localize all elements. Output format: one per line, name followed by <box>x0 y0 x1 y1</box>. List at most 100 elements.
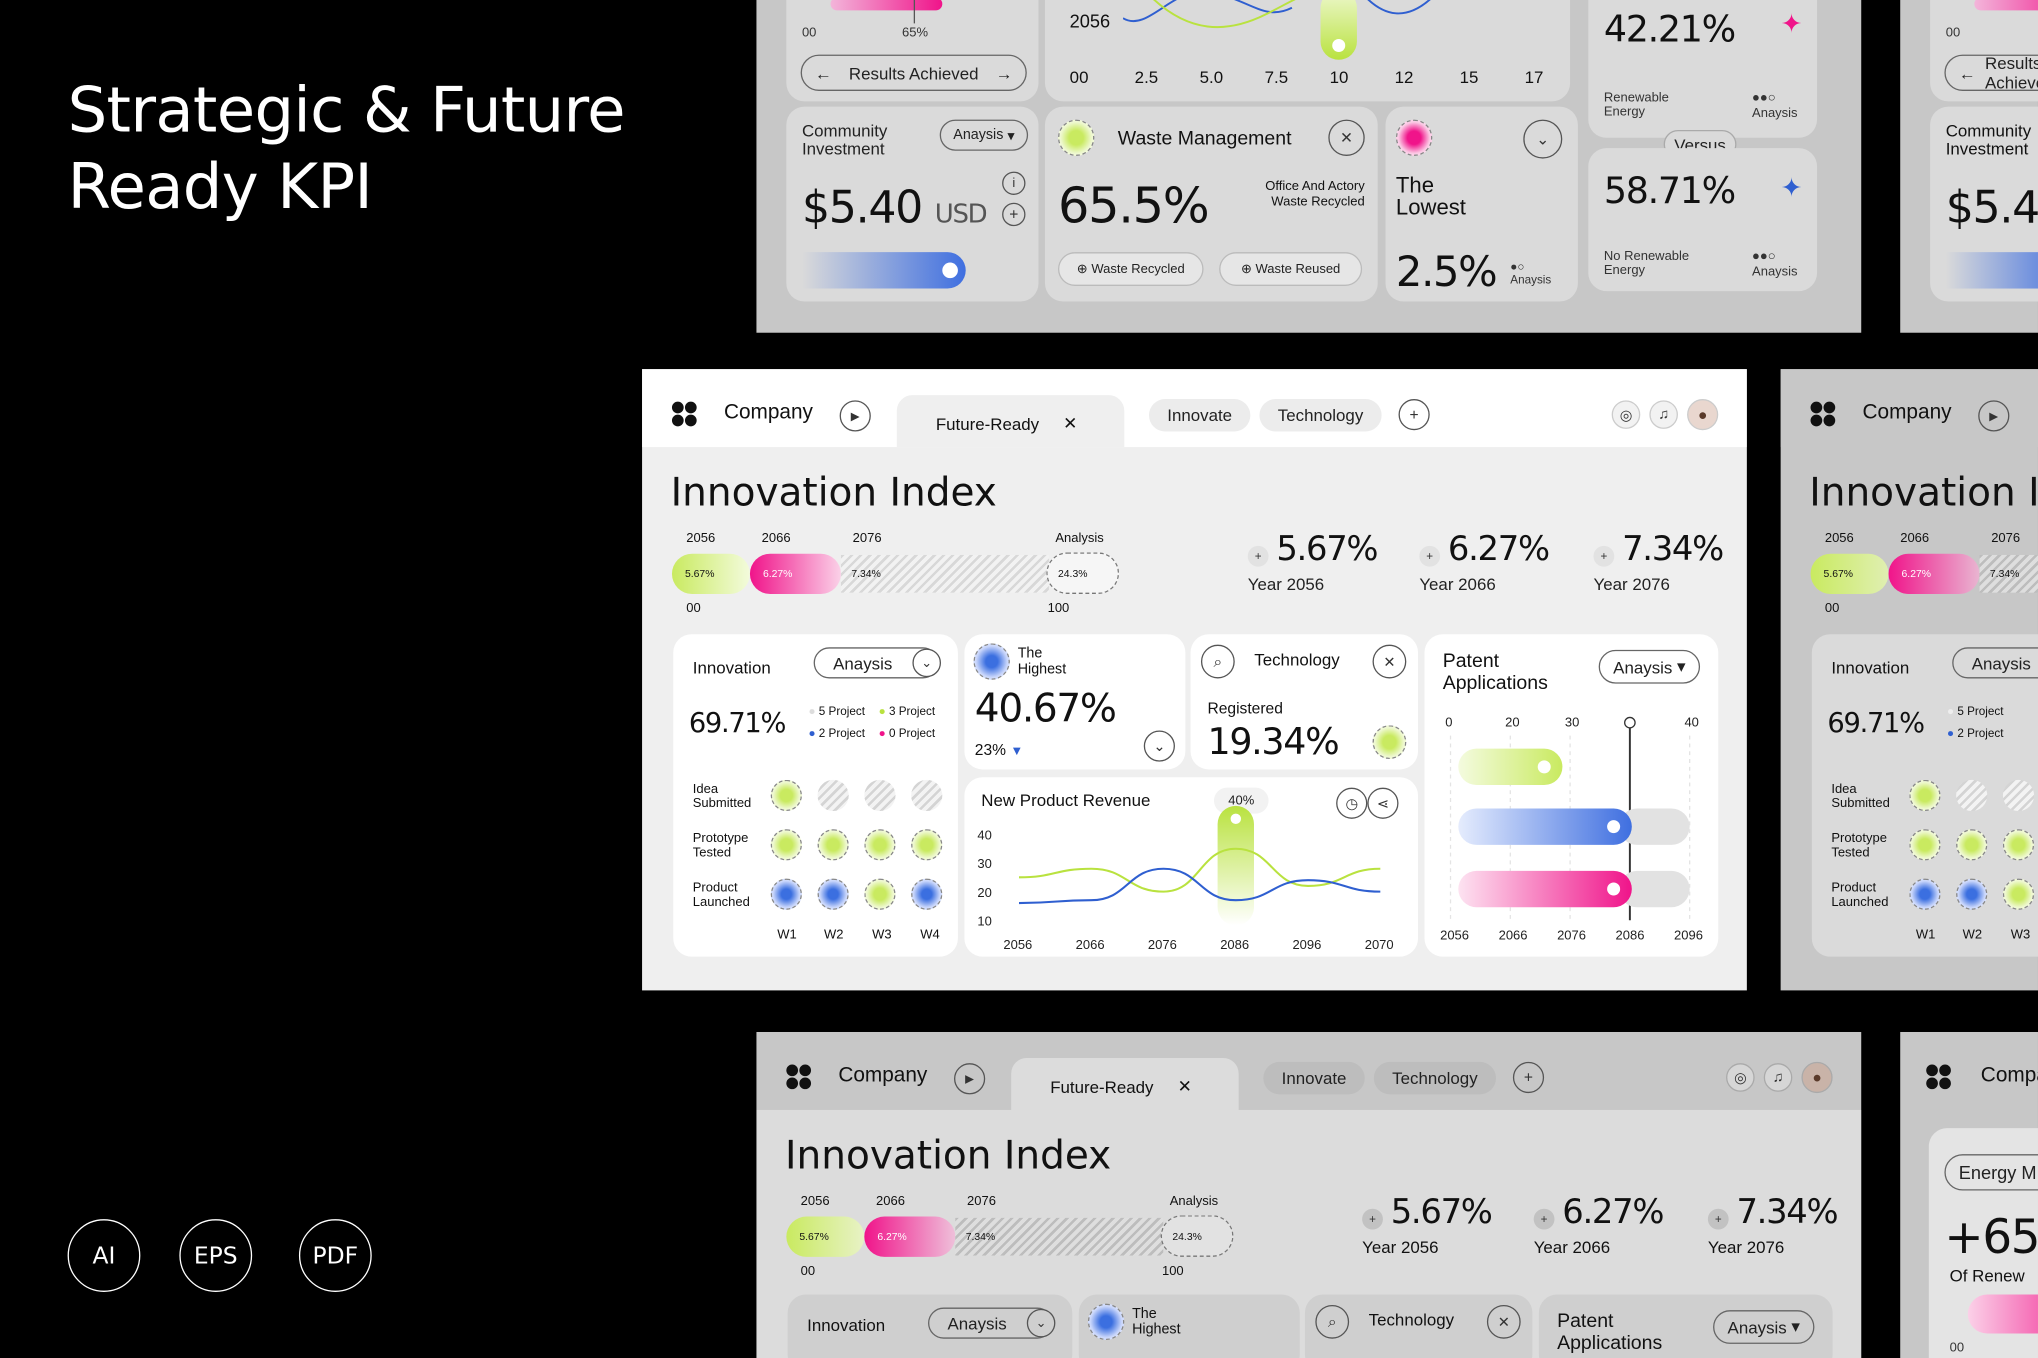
waste-reused-label: Waste Reused <box>1255 261 1341 277</box>
revenue-chart: 40 30 20 10 2056 2066 2076 2086 2096 2070 <box>977 805 1394 952</box>
rf-row-1: Idea Submitted <box>1831 782 1890 812</box>
bf-year-1: 2056 <box>800 1194 830 1209</box>
rf-row-3: Product Launched <box>1831 881 1889 910</box>
waste-title: Waste Management <box>1117 127 1292 150</box>
bf-capsule-pink: 6.27% <box>864 1216 956 1257</box>
bf-tab-future-ready[interactable]: Future-Ready ✕ <box>1011 1057 1239 1110</box>
br-energy-pill[interactable]: Energy M <box>1944 1154 2038 1191</box>
technology-close-icon[interactable]: ✕ <box>1372 644 1407 679</box>
bf-kpi-plus-3[interactable]: + <box>1707 1208 1729 1230</box>
rf-company-name[interactable]: Company <box>1862 401 1952 424</box>
settings-icon[interactable]: ◎ <box>1611 400 1641 429</box>
grid-dot <box>911 829 943 861</box>
lowest-dots-icon: ●○ <box>1510 259 1525 273</box>
bf-kpi-plus-2[interactable]: + <box>1533 1208 1555 1230</box>
avatar[interactable]: ● <box>1687 399 1719 431</box>
revenue-x-tick: 2056 <box>1003 937 1032 952</box>
rf-innovation-dropdown[interactable]: Anaysis <box>1952 647 2038 679</box>
community-card: Community Investment Anaysis ▾ $5.40 USD… <box>786 106 1039 302</box>
bf-tab-label: Future-Ready <box>1050 1077 1154 1097</box>
br-logo-icon <box>1926 1064 1952 1090</box>
waste-indicator <box>1057 119 1095 156</box>
progress-analysis-label: Analysis <box>1055 531 1104 546</box>
waste-reused-button[interactable]: ⊕ Waste Reused <box>1219 252 1363 286</box>
top-x-tick: 10 <box>1329 67 1349 88</box>
grid-dot <box>1909 878 1941 910</box>
rf-innovation-dropdown-label: Anaysis <box>1971 653 2031 673</box>
patent-bar-track <box>1618 870 1690 908</box>
chevron-down-icon[interactable]: ⌄ <box>1523 119 1563 159</box>
tab-innovate[interactable]: Innovate <box>1148 399 1251 432</box>
bf-analysis-label: Analysis <box>1169 1194 1219 1209</box>
bf-bell-icon[interactable]: ♫ <box>1763 1063 1793 1092</box>
tab-future-ready[interactable]: Future-Ready ✕ <box>896 395 1125 448</box>
revenue-y-tick: 30 <box>977 856 991 871</box>
innovation-chevron-icon[interactable]: ⌄ <box>912 648 942 678</box>
bell-icon[interactable]: ♫ <box>1649 400 1678 429</box>
highest-chevron-icon[interactable]: ⌄ <box>1143 730 1175 762</box>
promo-title-line2: Ready KPI <box>67 150 373 224</box>
bf-add-tab-icon[interactable]: + <box>1512 1061 1545 1094</box>
revenue-x-tick: 2066 <box>1076 937 1105 952</box>
tab-technology[interactable]: Technology <box>1259 399 1382 432</box>
rf-value-3: 7.34% <box>1989 567 2020 580</box>
bf-technology-close[interactable]: ✕ <box>1486 1304 1521 1339</box>
results-achieved-button[interactable]: ← Results Achieved → <box>800 54 1027 91</box>
rf-week-3: W3 <box>2010 928 2031 943</box>
top-chart-card: 2056 00 2.5 5.0 7.5 10 12 15 17 <box>1044 0 1571 102</box>
patent-bottom-tick: 2056 <box>1440 928 1469 943</box>
bf-patent-dropdown[interactable]: Anaysis ▾ <box>1713 1310 1815 1344</box>
bf-kpi-value-3: 7.34% <box>1736 1193 1838 1233</box>
timer-icon[interactable]: ◷ <box>1336 787 1368 819</box>
bf-settings-icon[interactable]: ◎ <box>1726 1063 1755 1092</box>
bf-max: 100 <box>1161 1264 1184 1279</box>
close-tab-icon[interactable]: ✕ <box>1063 413 1078 433</box>
tr-results-button[interactable]: ← Results Achieved <box>1944 53 2038 92</box>
bf-kpi-plus-1[interactable]: + <box>1362 1208 1383 1230</box>
bf-tab-technology[interactable]: Technology <box>1373 1061 1497 1095</box>
bf-technology-card: ⌕ Technology ✕ <box>1304 1294 1533 1358</box>
grid-dot <box>770 878 802 910</box>
company-name[interactable]: Company <box>723 401 813 424</box>
add-tab-icon[interactable]: + <box>1398 399 1430 431</box>
bf-play-icon[interactable]: ▶ <box>954 1063 986 1095</box>
rf-play-icon[interactable]: ▶ <box>1978 400 2010 432</box>
waste-recycled-button[interactable]: ⊕ Waste Recycled <box>1057 252 1204 286</box>
kpi-plus-icon-1[interactable]: + <box>1247 545 1269 567</box>
bf-search-icon[interactable]: ⌕ <box>1315 1304 1350 1339</box>
br-company-name[interactable]: Company <box>1980 1064 2038 1087</box>
community-unit: USD <box>934 197 988 229</box>
plus-icon[interactable]: + <box>1002 202 1026 227</box>
progress-year-2: 2066 <box>761 531 791 546</box>
bf-close-tab-icon[interactable]: ✕ <box>1177 1076 1192 1096</box>
week-3: W3 <box>872 928 892 943</box>
community-analysis-dropdown[interactable]: Anaysis ▾ <box>939 119 1029 151</box>
bf-company-name[interactable]: Company <box>838 1064 928 1087</box>
bf-tab-innovate[interactable]: Innovate <box>1263 1061 1365 1095</box>
community-progress-knob[interactable] <box>942 262 958 279</box>
lowest-card: ⌄ The Lowest 2.5% ●○ Anaysis <box>1385 106 1578 302</box>
revenue-y-tick: 20 <box>977 885 991 900</box>
close-icon[interactable]: ✕ <box>1328 119 1365 156</box>
top-x-tick: 17 <box>1524 67 1544 88</box>
top-chart-lines <box>1122 0 1431 29</box>
bf-avatar[interactable]: ● <box>1801 1061 1833 1094</box>
kpi-plus-icon-3[interactable]: + <box>1593 545 1615 567</box>
tr-results-card: 00 ← Results Achieved <box>1930 0 2038 102</box>
patent-bar-knob <box>1607 882 1621 896</box>
patent-dropdown[interactable]: Anaysis ▾ <box>1598 649 1701 684</box>
info-icon[interactable]: i <box>1002 171 1026 195</box>
legend-3-project: ● 3 Project <box>878 704 936 718</box>
share-icon[interactable]: ⋖ <box>1367 787 1399 819</box>
tr-community-label: Community Investment <box>1945 120 2032 159</box>
bf-innovation-chevron[interactable]: ⌄ <box>1026 1308 1056 1338</box>
search-icon[interactable]: ⌕ <box>1200 644 1235 679</box>
bf-highest-card: The Highest <box>1078 1294 1300 1358</box>
play-icon[interactable]: ▶ <box>839 400 871 432</box>
week-2: W2 <box>824 928 844 943</box>
grid-dot <box>2002 779 2035 812</box>
highest-delta: 23% ▼ <box>974 740 1024 760</box>
kpi-plus-icon-2[interactable]: + <box>1419 545 1441 567</box>
community-analysis-label: Anaysis <box>953 127 1004 143</box>
patent-card: Patent Applications Anaysis ▾ 0 20 30 40 205… <box>1424 634 1719 957</box>
